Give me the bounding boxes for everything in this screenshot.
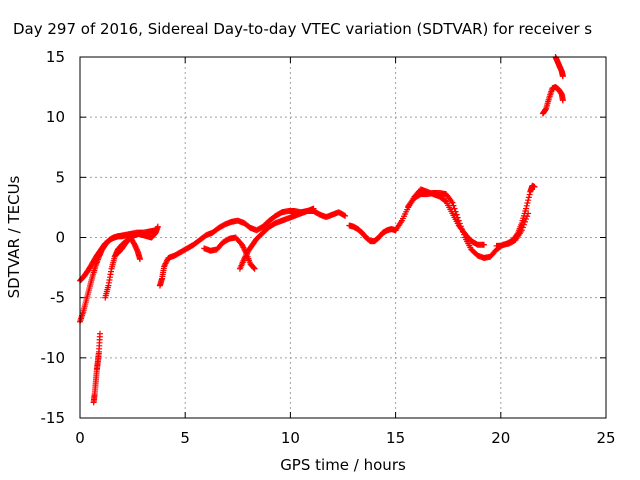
- data-point: [341, 212, 348, 219]
- data-point: [525, 194, 532, 201]
- y-tick-label: -15: [41, 409, 66, 427]
- series-arc-c: [90, 330, 103, 406]
- y-tick-label: -5: [50, 289, 65, 307]
- series-arc-d: [102, 223, 161, 301]
- series-arc-l: [493, 182, 538, 249]
- data-point: [123, 232, 130, 239]
- data-point: [531, 183, 538, 190]
- data-point: [452, 208, 459, 215]
- data-point: [523, 205, 530, 212]
- data-point: [460, 231, 467, 238]
- data-point: [455, 217, 462, 224]
- x-tick-label: 20: [491, 429, 510, 447]
- data-point: [451, 205, 458, 212]
- axis-ticks: [79, 56, 607, 419]
- x-tick-label: 0: [75, 429, 85, 447]
- y-tick-label: 5: [55, 168, 65, 186]
- data-point: [450, 202, 457, 209]
- data-point: [453, 211, 460, 218]
- data-point: [559, 97, 566, 104]
- data-point: [456, 220, 463, 227]
- data-point: [250, 264, 257, 271]
- x-tick-label: 25: [596, 429, 615, 447]
- data-point: [524, 200, 531, 207]
- data-point: [457, 223, 464, 230]
- y-tick-label: 10: [46, 108, 65, 126]
- x-axis-label: GPS time / hours: [280, 456, 406, 474]
- data-point: [136, 256, 143, 263]
- x-tick-label: 10: [281, 429, 300, 447]
- series-arc-i: [346, 222, 399, 245]
- series-arc-m: [539, 84, 566, 117]
- y-axis-label: SDTVAR / TECUs: [5, 175, 23, 298]
- data-point: [310, 205, 317, 212]
- y-tick-label: 0: [55, 229, 65, 247]
- y-tick-label: -10: [41, 349, 66, 367]
- series-arc-n: [552, 54, 566, 80]
- data-point: [526, 191, 533, 198]
- grid: [80, 57, 606, 418]
- y-tick-label: 15: [46, 48, 65, 66]
- series-arc-k: [405, 189, 532, 261]
- x-tick-label: 5: [180, 429, 190, 447]
- data-point: [523, 202, 530, 209]
- data-point: [96, 330, 103, 337]
- data-point: [449, 199, 456, 206]
- x-tick-label: 15: [386, 429, 405, 447]
- chart-title: Day 297 of 2016, Sidereal Day-to-day VTE…: [13, 20, 592, 38]
- data-point: [525, 197, 532, 204]
- data-point: [251, 265, 258, 272]
- plot-frame: [79, 56, 607, 419]
- data-point: [480, 241, 487, 248]
- data-point: [559, 73, 566, 80]
- data-point: [454, 214, 461, 221]
- data-point: [154, 223, 161, 230]
- data-point: [459, 228, 466, 235]
- series-arc-h: [236, 205, 317, 272]
- data-point: [458, 226, 465, 233]
- data-points: [77, 54, 566, 406]
- data-point: [342, 212, 349, 219]
- series-arc-b: [77, 232, 130, 325]
- y-tick-labels: -15 -10 -5 0 5 10 15: [41, 48, 66, 427]
- series-arc-e: [114, 234, 143, 263]
- x-tick-labels: 0 5 10 15 20 25: [75, 429, 615, 447]
- data-point: [523, 216, 530, 223]
